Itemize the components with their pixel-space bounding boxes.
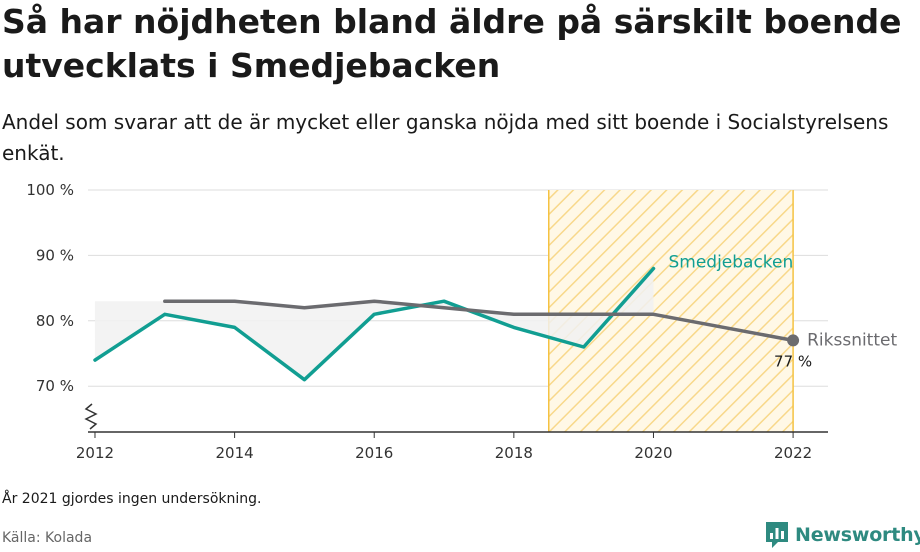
axis-break-icon	[84, 403, 98, 430]
chart-title: Så har nöjdheten bland äldre på särskilt…	[2, 2, 902, 85]
difference-band	[94, 268, 654, 380]
series-label-smedjebacken: Smedjebacken	[668, 252, 793, 272]
series-lines	[93, 266, 800, 382]
labels: 70 % 80 % 90 % 100 % 2012 2014 2016 2018 2020 202…	[26, 181, 897, 462]
difference-area	[94, 268, 654, 380]
y-tick-label-80: 80 %	[36, 312, 74, 330]
source-text: Källa: Kolada	[2, 530, 93, 546]
x-tick-label-2018: 2018	[495, 444, 533, 462]
series-label-rikssnittet: Rikssnittet	[807, 330, 897, 350]
brand-logo: Newsworthy	[764, 518, 920, 552]
series-line-1	[163, 299, 795, 343]
brand-name: Newsworthy	[795, 524, 920, 546]
footnote: År 2021 gjordes ingen undersökning.	[2, 491, 262, 507]
hatched-region	[548, 190, 794, 432]
x-tick-label-2014: 2014	[216, 444, 254, 462]
x-tick-label-2022: 2022	[774, 444, 812, 462]
highlight-region	[548, 190, 794, 432]
newsworthy-logo-icon	[766, 522, 788, 548]
x-tick-label-2012: 2012	[76, 444, 114, 462]
y-tick-label-100: 100 %	[26, 181, 74, 199]
y-tick-label-90: 90 %	[36, 246, 74, 264]
chart-subtitle: Andel som svarar att de är mycket eller …	[2, 110, 889, 165]
x-tick-label-2016: 2016	[355, 444, 393, 462]
x-axis	[84, 403, 828, 438]
x-tick-label-2020: 2020	[634, 444, 672, 462]
data-label-end-value: 77 %	[774, 352, 812, 370]
series-line-0	[93, 266, 656, 382]
series-end-point-rikssnittet	[787, 334, 800, 347]
line-chart: 70 % 80 % 90 % 100 % 2012 2014 2016 2018 2020 202…	[26, 181, 897, 462]
y-tick-label-70: 70 %	[36, 377, 74, 395]
